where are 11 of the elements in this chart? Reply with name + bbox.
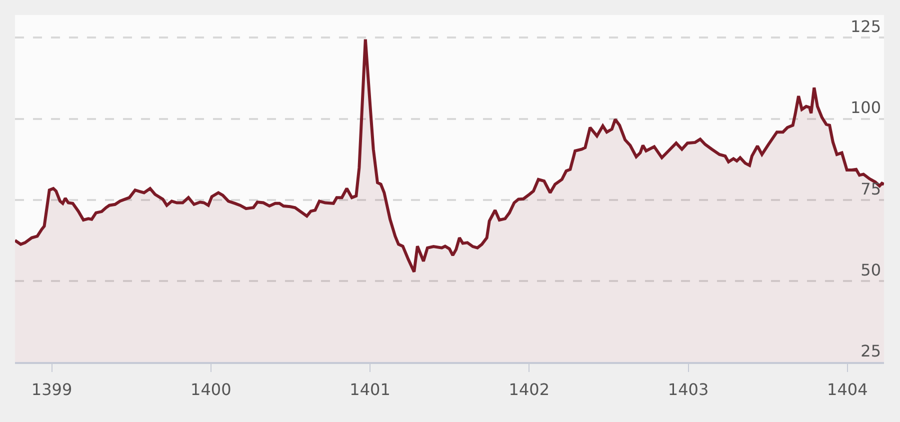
x-tick-label: 1403 (668, 380, 709, 400)
y-tick-label: 100 (850, 98, 881, 118)
y-tick-label: 75 (860, 179, 881, 198)
x-tick-label: 1404 (827, 380, 868, 400)
x-tick-label: 1402 (508, 380, 550, 400)
y-tick-label: 25 (860, 341, 881, 360)
x-tick-label: 1401 (350, 380, 390, 400)
x-tick-label: 1399 (31, 380, 72, 400)
x-tick-label: 1400 (190, 380, 232, 400)
y-tick-label: 125 (850, 17, 881, 36)
y-tick-label: 50 (860, 260, 881, 280)
